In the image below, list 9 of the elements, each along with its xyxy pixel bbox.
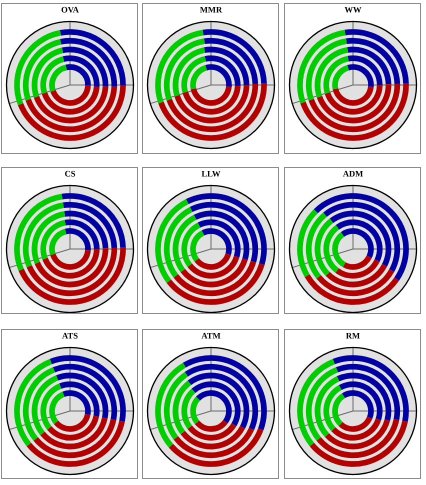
chart-title: CS xyxy=(64,168,76,179)
chart-title: WW xyxy=(344,4,362,15)
chart-title: MMR xyxy=(200,4,223,15)
chart-title: ADM xyxy=(342,168,364,179)
chart-title: ATS xyxy=(62,330,78,341)
chart-title: ATM xyxy=(201,330,221,341)
chart-title: OVA xyxy=(61,4,80,15)
chart-title: RM xyxy=(346,330,360,341)
chart-title: LLW xyxy=(201,168,222,179)
